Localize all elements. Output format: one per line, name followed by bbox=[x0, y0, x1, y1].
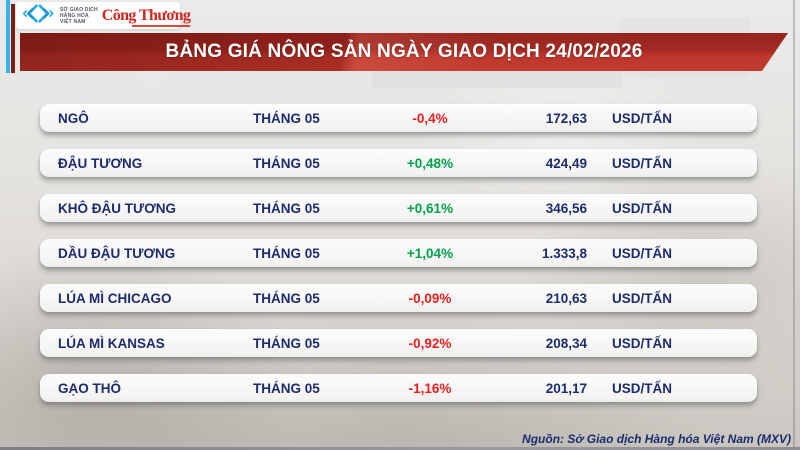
mxv-chevron-logo-icon bbox=[22, 3, 56, 29]
table-row: NGÔ THÁNG 05 -0,4% 172,63 USD/TẤN bbox=[40, 104, 757, 132]
right-edge-line bbox=[793, 0, 795, 450]
change-cell: +0,48% bbox=[406, 155, 454, 171]
contract-month: THÁNG 05 bbox=[253, 290, 320, 306]
unit-cell: USD/TẤN bbox=[612, 200, 672, 216]
change-cell: -1,16% bbox=[408, 380, 452, 396]
table-row: DẦU ĐẬU TƯƠNG THÁNG 05 +1,04% 1.333,8 US… bbox=[40, 239, 757, 267]
contract-month: THÁNG 05 bbox=[253, 335, 320, 351]
contract-month: THÁNG 05 bbox=[253, 110, 320, 126]
change-cell: -0,4% bbox=[412, 110, 448, 126]
page-title: BẢNG GIÁ NÔNG SẢN NGÀY GIAO DỊCH 24/02/2… bbox=[165, 41, 643, 62]
price-cell: 1.333,8 bbox=[541, 245, 587, 261]
commodity-name: NGÔ bbox=[58, 110, 89, 126]
congthuong-logo-rule bbox=[132, 24, 191, 27]
unit-cell: USD/TẤN bbox=[612, 335, 672, 351]
change-cell: -0,09% bbox=[408, 290, 452, 306]
commodity-name: DẦU ĐẬU TƯƠNG bbox=[58, 245, 176, 261]
unit-cell: USD/TẤN bbox=[612, 380, 672, 396]
commodity-name: LÚA MÌ KANSAS bbox=[58, 335, 165, 351]
commodity-name: KHÔ ĐẬU TƯƠNG bbox=[58, 200, 176, 216]
commodity-name: ĐẬU TƯƠNG bbox=[58, 155, 143, 171]
price-cell: 346,56 bbox=[545, 200, 587, 216]
unit-cell: USD/TẤN bbox=[612, 110, 672, 126]
contract-month: THÁNG 05 bbox=[253, 155, 320, 171]
change-cell: +1,04% bbox=[406, 245, 454, 261]
unit-cell: USD/TẤN bbox=[612, 245, 672, 261]
price-cell: 210,63 bbox=[545, 290, 587, 306]
contract-month: THÁNG 05 bbox=[253, 380, 320, 396]
title-banner: BẢNG GIÁ NÔNG SẢN NGÀY GIAO DỊCH 24/02/2… bbox=[20, 33, 788, 71]
commodity-name: LÚA MÌ CHICAGO bbox=[58, 290, 172, 306]
accent-stripe-blue bbox=[6, 0, 10, 73]
mxv-org-name: SỞ GIAO DỊCH HÀNG HÓA VIỆT NAM bbox=[60, 6, 98, 25]
price-cell: 172,63 bbox=[545, 110, 587, 126]
table-row: GẠO THÔ THÁNG 05 -1,16% 201,17 USD/TẤN bbox=[40, 374, 757, 402]
change-cell: +0,61% bbox=[406, 200, 454, 216]
price-cell: 201,17 bbox=[545, 380, 587, 396]
price-table: NGÔ THÁNG 05 -0,4% 172,63 USD/TẤN ĐẬU TƯ… bbox=[40, 104, 757, 402]
source-credit: Nguồn: Sở Giao dịch Hàng hóa Việt Nam (M… bbox=[522, 432, 791, 446]
price-cell: 208,34 bbox=[545, 335, 587, 351]
contract-month: THÁNG 05 bbox=[253, 200, 320, 216]
change-cell: -0,92% bbox=[408, 335, 452, 351]
unit-cell: USD/TẤN bbox=[612, 155, 672, 171]
logo-band: SỞ GIAO DỊCH HÀNG HÓA VIỆT NAM Công Thươ… bbox=[16, 2, 191, 29]
commodity-name: GẠO THÔ bbox=[58, 380, 121, 396]
table-row: KHÔ ĐẬU TƯƠNG THÁNG 05 +0,61% 346,56 USD… bbox=[40, 194, 757, 222]
table-row: ĐẬU TƯƠNG THÁNG 05 +0,48% 424,49 USD/TẤN bbox=[40, 149, 757, 177]
table-row: LÚA MÌ KANSAS THÁNG 05 -0,92% 208,34 USD… bbox=[40, 329, 757, 357]
unit-cell: USD/TẤN bbox=[612, 290, 672, 306]
contract-month: THÁNG 05 bbox=[253, 245, 320, 261]
price-cell: 424,49 bbox=[545, 155, 587, 171]
congthuong-logo: Công Thương bbox=[102, 7, 191, 27]
bottom-edge-line bbox=[0, 447, 800, 450]
table-row: LÚA MÌ CHICAGO THÁNG 05 -0,09% 210,63 US… bbox=[40, 284, 757, 312]
accent-stripe-maroon bbox=[11, 4, 15, 73]
